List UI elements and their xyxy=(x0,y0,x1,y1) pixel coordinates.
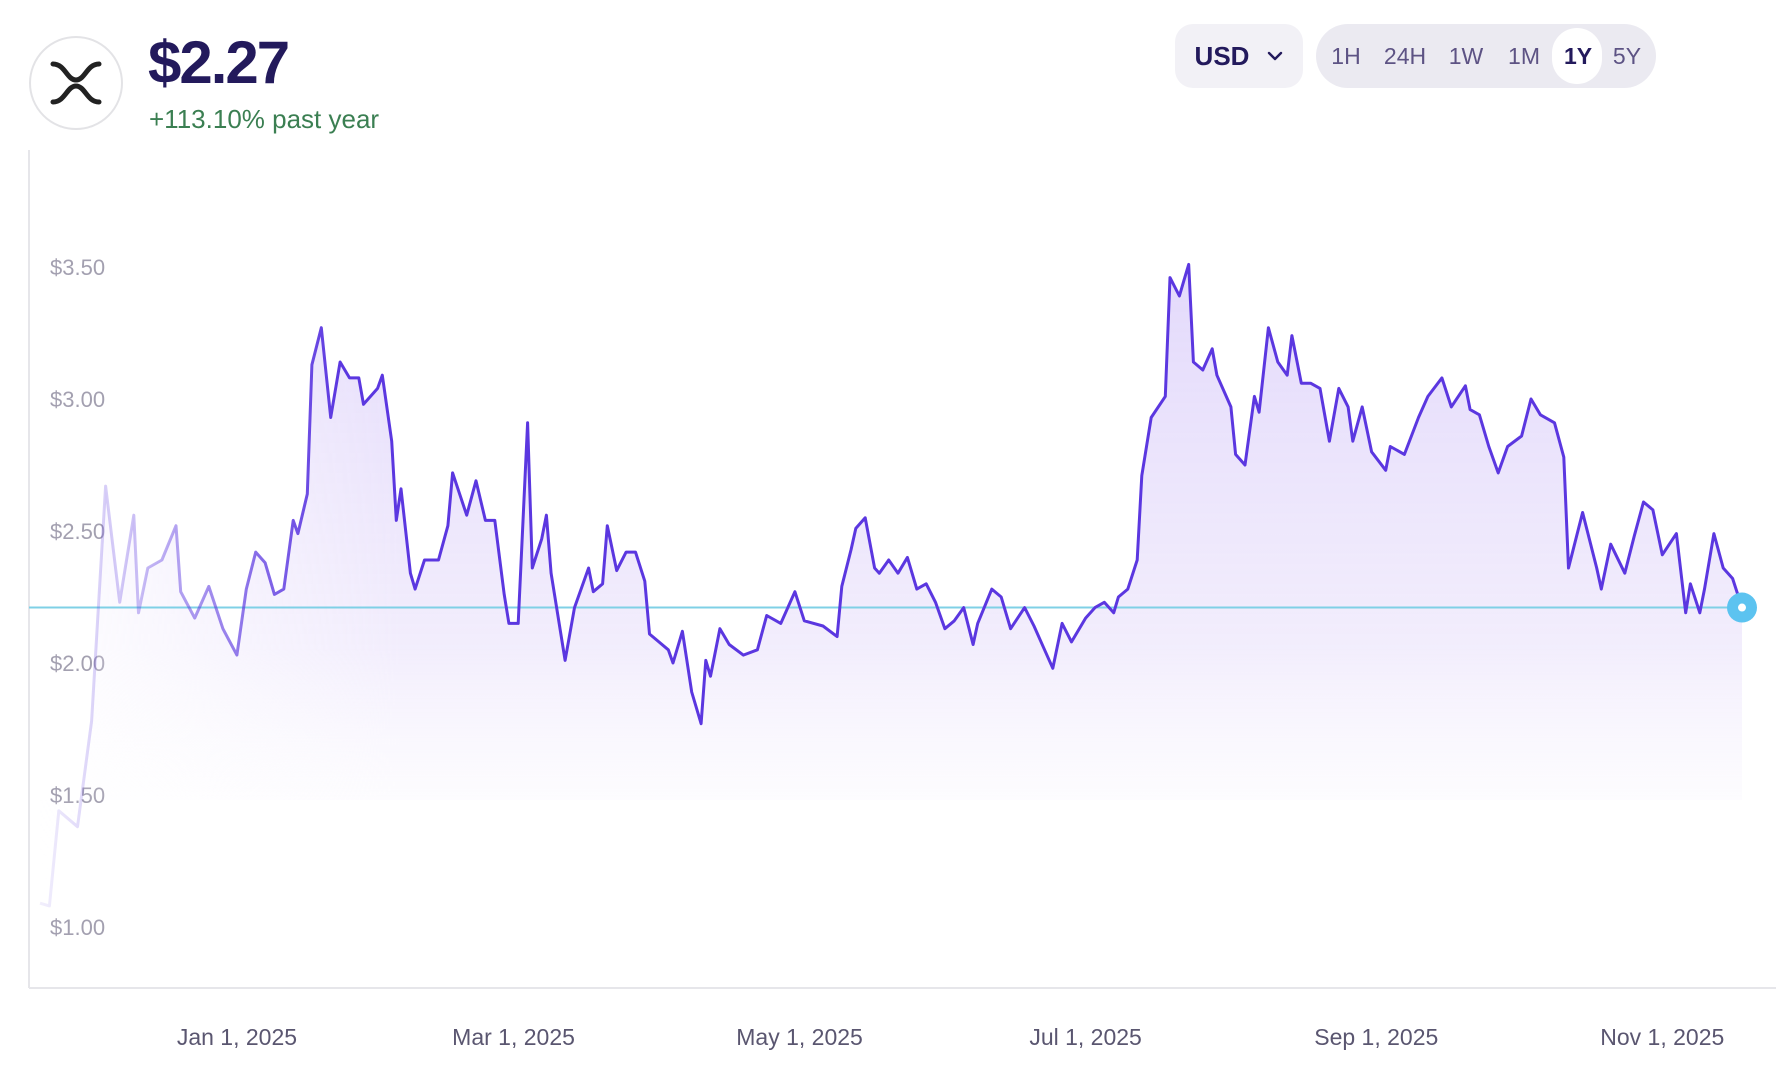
y-tick-label: $2.50 xyxy=(50,519,105,544)
range-24h[interactable]: 24H xyxy=(1383,43,1427,69)
x-tick-label: May 1, 2025 xyxy=(736,1024,863,1050)
price-line xyxy=(39,262,1744,908)
time-range-group: 1H 24H 1W 1M 1Y 5Y xyxy=(1316,24,1656,88)
x-tick-label: Jan 1, 2025 xyxy=(177,1024,297,1050)
currency-label: USD xyxy=(1194,40,1250,71)
y-tick-label: $1.00 xyxy=(50,915,105,940)
range-1m[interactable]: 1M xyxy=(1508,43,1540,69)
range-1h[interactable]: 1H xyxy=(1331,43,1361,69)
x-tick-label: Nov 1, 2025 xyxy=(1600,1024,1724,1050)
x-tick-label: Mar 1, 2025 xyxy=(452,1024,575,1050)
current-price-marker-center xyxy=(1738,603,1746,612)
chevron-down-icon xyxy=(1268,51,1283,61)
range-1w[interactable]: 1W xyxy=(1448,43,1484,69)
xrp-logo-icon xyxy=(29,36,123,130)
y-tick-label: $3.50 xyxy=(50,255,105,280)
range-1y[interactable]: 1Y xyxy=(1552,28,1602,84)
price-area xyxy=(40,264,1742,906)
range-5y[interactable]: 5Y xyxy=(1612,43,1642,69)
current-price: $2.27 xyxy=(148,29,290,96)
y-tick-label: $3.00 xyxy=(50,387,105,412)
price-change: +113.10% past year xyxy=(149,104,380,134)
x-tick-label: Jul 1, 2025 xyxy=(1029,1024,1142,1050)
currency-selector[interactable]: USD xyxy=(1175,24,1303,88)
x-tick-label: Sep 1, 2025 xyxy=(1314,1024,1438,1050)
